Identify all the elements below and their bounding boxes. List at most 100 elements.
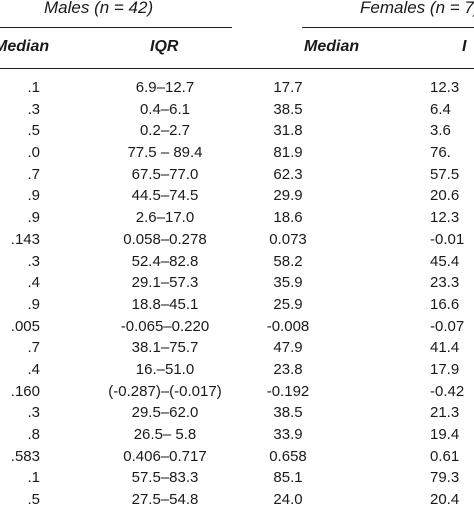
males-iqr-cell: 29.5–62.0	[131, 404, 199, 422]
females-iqr-cell: 17.9	[430, 360, 460, 378]
males-iqr-cell: 16.–51.0	[135, 360, 195, 378]
males-median-cell: .1	[27, 79, 40, 96]
males-iqr-cell: 27.5–54.8	[131, 491, 199, 509]
table-row: .9 44.5–74.5 29.9 20.6	[0, 187, 474, 209]
header-bottom-rule	[0, 68, 474, 69]
males-median-cell: .3	[27, 100, 40, 118]
males-iqr-cell: 0.2–2.7	[139, 122, 191, 140]
females-iqr-cell: 41.4	[430, 339, 460, 357]
females-iqr-cell: -0.42	[430, 382, 465, 400]
table-row: .4 16.–51.0 23.8 17.9	[0, 361, 474, 383]
males-iqr-cell: 0.058–0.278	[123, 230, 207, 248]
females-group-rule	[302, 27, 474, 28]
males-iqr-cell: 26.5– 5.8	[133, 426, 197, 443]
males-median-cell: .3	[27, 252, 40, 270]
females-iqr-cell: 0.61	[430, 447, 460, 465]
males-median-cell: .4	[27, 360, 40, 378]
males-group-rule	[0, 27, 232, 28]
males-iqr-cell: 2.6–17.0	[135, 209, 195, 227]
males-median-cell: .9	[27, 209, 40, 227]
males-median-header: Median	[0, 38, 50, 55]
females-median-cell: 58.2	[273, 252, 303, 270]
females-iqr-cell: 6.4	[430, 100, 451, 118]
females-iqr-cell: -0.01	[430, 230, 465, 248]
table-row: .1 6.9–12.7 17.7 12.3	[0, 79, 474, 101]
males-iqr-cell: 0.406–0.717	[123, 447, 207, 465]
males-iqr-header: IQR	[150, 38, 179, 55]
males-median-cell: .5	[27, 491, 40, 509]
males-median-cell: .9	[27, 295, 40, 313]
males-iqr-cell: 18.8–45.1	[131, 295, 199, 313]
males-median-cell: .143	[10, 230, 40, 248]
females-median-cell: 18.6	[273, 209, 303, 227]
males-median-cell: .5	[27, 122, 40, 140]
females-median-cell: 0.073	[269, 230, 307, 248]
females-median-cell: 31.8	[273, 122, 303, 140]
females-median-cell: 17.7	[273, 79, 303, 96]
females-median-cell: 38.5	[273, 100, 303, 118]
females-median-cell: 23.8	[273, 360, 303, 378]
males-group-title: Males (n = 42)	[44, 0, 154, 17]
table-row: .005 -0.065–0.220 -0.008 -0.07	[0, 318, 474, 340]
table-row: .3 29.5–62.0 38.5 21.3	[0, 404, 474, 426]
table-row: .583 0.406–0.717 0.658 0.61	[0, 448, 474, 470]
table-row: .143 0.058–0.278 0.073 -0.01	[0, 231, 474, 253]
table-row: .3 0.4–6.1 38.5 6.4	[0, 101, 474, 123]
females-iqr-cell: 23.3	[430, 274, 460, 292]
females-median-cell: 38.5	[273, 404, 303, 422]
females-median-cell: 47.9	[273, 339, 303, 357]
females-median-cell: 29.9	[273, 187, 303, 205]
females-median-header: Median	[304, 38, 360, 55]
females-iqr-cell: 45.4	[430, 252, 460, 270]
females-group-title: Females (n = 7)	[360, 0, 474, 17]
males-iqr-cell: 6.9–12.7	[135, 79, 195, 96]
table-row: .7 67.5–77.0 62.3 57.5	[0, 166, 474, 188]
males-median-cell: .583	[10, 447, 40, 465]
females-median-cell: 24.0	[273, 491, 303, 509]
table-row: .5 0.2–2.7 31.8 3.6	[0, 122, 474, 144]
males-median-cell: .0	[27, 144, 40, 162]
females-iqr-cell: 12.3	[430, 79, 460, 96]
table-body: .1 6.9–12.7 17.7 12.3 .3 0.4–6.1 38.5 6.4 .5 0.2–…	[0, 79, 474, 513]
males-iqr-cell: -0.065–0.220	[120, 317, 210, 335]
males-median-cell: .4	[27, 274, 40, 292]
males-iqr-cell: 52.4–82.8	[131, 252, 199, 270]
table-row: .9 18.8–45.1 25.9 16.6	[0, 296, 474, 318]
table-row: .160 (-0.287)–(-0.017) -0.192 -0.42	[0, 383, 474, 405]
males-median-cell: .7	[27, 339, 40, 357]
table-row: .8 26.5– 5.8 33.9 19.4	[0, 426, 474, 448]
females-median-cell: -0.008	[266, 317, 310, 335]
females-median-cell: 33.9	[273, 426, 303, 443]
males-iqr-cell: 57.5–83.3	[131, 469, 199, 487]
table-row: .1 57.5–83.3 85.1 79.3	[0, 469, 474, 491]
males-iqr-cell: 77.5 – 89.4	[127, 144, 203, 162]
females-iqr-cell: 79.3	[430, 469, 460, 487]
males-iqr-cell: (-0.287)–(-0.017)	[108, 382, 222, 400]
males-iqr-cell: 0.4–6.1	[139, 100, 191, 118]
males-median-cell: .7	[27, 165, 40, 183]
males-median-cell: .005	[10, 317, 40, 335]
table-row: .9 2.6–17.0 18.6 12.3	[0, 209, 474, 231]
males-iqr-cell: 44.5–74.5	[131, 187, 199, 205]
females-median-cell: 81.9	[273, 144, 303, 162]
females-iqr-header: I	[462, 38, 467, 55]
females-iqr-cell: -0.07	[430, 317, 465, 335]
females-median-cell: 25.9	[273, 295, 303, 313]
females-median-cell: 85.1	[273, 469, 303, 487]
females-iqr-cell: 16.6	[430, 295, 460, 313]
females-iqr-cell: 76.	[430, 144, 451, 162]
males-median-cell: .160	[10, 382, 40, 400]
females-median-cell: 35.9	[273, 274, 303, 292]
females-iqr-cell: 19.4	[430, 426, 460, 443]
females-iqr-cell: 12.3	[430, 209, 460, 227]
males-median-cell: .9	[27, 187, 40, 205]
females-median-cell: 0.658	[269, 447, 307, 465]
table-row: .3 52.4–82.8 58.2 45.4	[0, 253, 474, 275]
males-median-cell: .1	[27, 469, 40, 487]
females-iqr-cell: 21.3	[430, 404, 460, 422]
males-median-cell: .3	[27, 404, 40, 422]
table-row: .7 38.1–75.7 47.9 41.4	[0, 339, 474, 361]
females-iqr-cell: 57.5	[430, 165, 460, 183]
males-median-cell: .8	[27, 426, 40, 443]
females-iqr-cell: 20.4	[430, 491, 460, 509]
